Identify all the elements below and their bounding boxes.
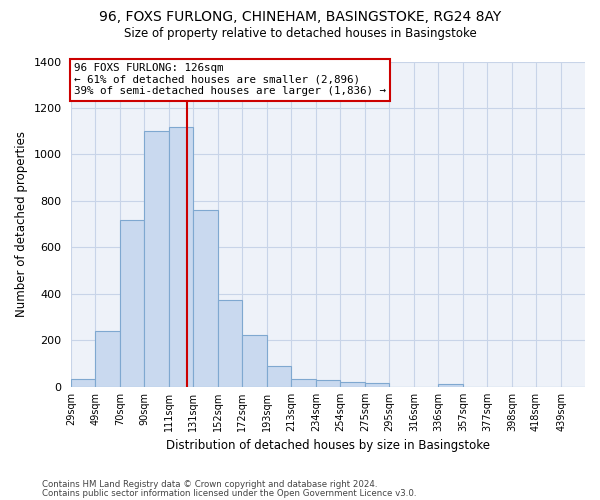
Bar [365, 384, 389, 387]
Bar [242, 334, 267, 387]
Bar [193, 210, 218, 387]
X-axis label: Distribution of detached houses by size in Basingstoke: Distribution of detached houses by size … [166, 440, 490, 452]
Bar [71, 378, 95, 387]
Bar [291, 378, 316, 387]
Text: Contains HM Land Registry data © Crown copyright and database right 2024.: Contains HM Land Registry data © Crown c… [42, 480, 377, 489]
Bar [218, 300, 242, 387]
Y-axis label: Number of detached properties: Number of detached properties [15, 131, 28, 317]
Text: Size of property relative to detached houses in Basingstoke: Size of property relative to detached ho… [124, 28, 476, 40]
Text: 96, FOXS FURLONG, CHINEHAM, BASINGSTOKE, RG24 8AY: 96, FOXS FURLONG, CHINEHAM, BASINGSTOKE,… [99, 10, 501, 24]
Bar [316, 380, 340, 387]
Bar [267, 366, 291, 387]
Bar [438, 384, 463, 387]
Bar [144, 131, 169, 387]
Bar [121, 220, 144, 387]
Bar [95, 331, 121, 387]
Text: Contains public sector information licensed under the Open Government Licence v3: Contains public sector information licen… [42, 488, 416, 498]
Bar [340, 382, 365, 387]
Bar [169, 126, 193, 387]
Text: 96 FOXS FURLONG: 126sqm
← 61% of detached houses are smaller (2,896)
39% of semi: 96 FOXS FURLONG: 126sqm ← 61% of detache… [74, 63, 386, 96]
